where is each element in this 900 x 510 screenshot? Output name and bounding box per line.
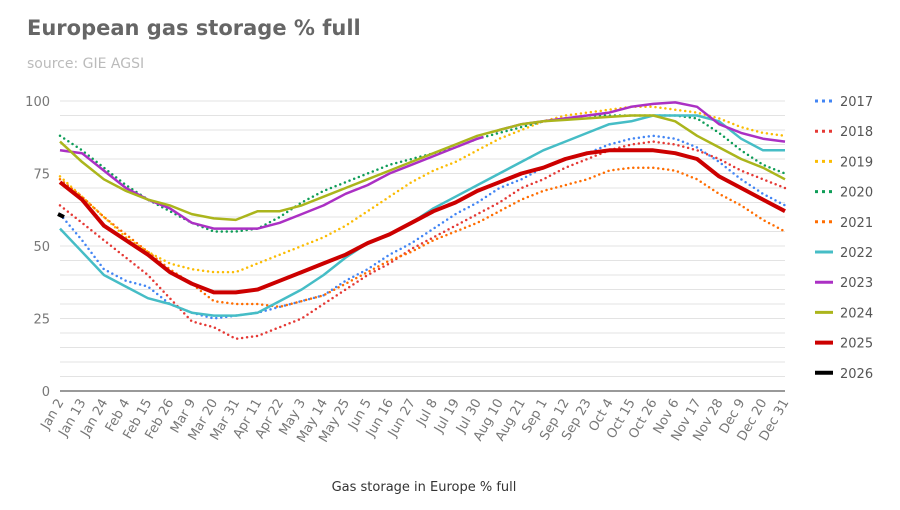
legend-label-2020: 2020	[840, 186, 873, 201]
y-tick-label: 50	[33, 240, 50, 255]
legend-label-2025: 2025	[840, 337, 873, 352]
series-line-2018	[58, 140, 787, 341]
legend-label-2021: 2021	[840, 216, 873, 231]
series-line-2023	[59, 135, 484, 230]
legend-label-2023: 2023	[840, 276, 873, 291]
x-axis-title: Gas storage in Europe % full	[332, 480, 517, 495]
series-line-2026	[57, 212, 65, 219]
y-tick-label: 0	[42, 385, 50, 400]
chart-subtitle: source: GIE AGSI	[27, 56, 145, 72]
series-line-2021	[58, 166, 787, 309]
legend-label-2024: 2024	[840, 306, 873, 321]
y-tick-label: 100	[25, 95, 50, 110]
legend-label-2026: 2026	[840, 367, 873, 382]
series-line-2024	[59, 114, 786, 222]
legend-label-2019: 2019	[840, 155, 873, 170]
series-line-2025	[58, 148, 786, 295]
legend-label-2017: 2017	[840, 95, 873, 110]
series-line-2017	[58, 134, 787, 320]
y-tick-label: 25	[33, 313, 50, 328]
legend-label-2018: 2018	[840, 125, 873, 140]
y-tick-label: 75	[33, 168, 50, 183]
series-line-2019	[58, 105, 787, 274]
legend-label-2022: 2022	[840, 246, 873, 261]
chart-title: European gas storage % full	[27, 16, 361, 40]
